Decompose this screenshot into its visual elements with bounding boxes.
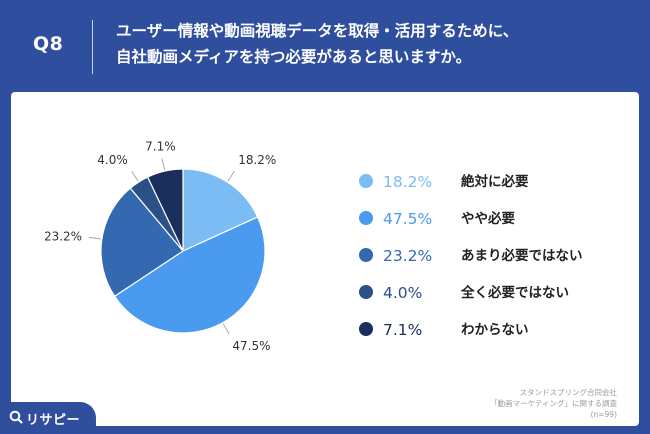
legend-percent-2: 47.5% (383, 210, 432, 228)
question-line-2: 自社動画メディアを持つ必要があると思いますか。 (116, 48, 472, 66)
legend-dot-5 (359, 322, 373, 336)
leader-line-5 (161, 158, 166, 171)
legend-category-4: 全く必要ではない (460, 284, 569, 301)
slice-label-2: 47.5% (232, 339, 270, 353)
slice-label-3: 23.2% (44, 229, 82, 243)
slice-label-5: 7.1% (145, 140, 176, 154)
question-header: Q8 ユーザー情報や動画視聴データを取得・活用するために、 自社動画メディアを持… (0, 0, 650, 92)
chart-card: 18.2% 47.5% 23.2% 4.0% 7.1% 18.2% 絶対に必要 47.5% やや… (11, 92, 639, 426)
header-divider (92, 20, 93, 74)
leader-line-3 (88, 236, 101, 240)
leader-line-2 (222, 323, 230, 335)
slice-label-1: 18.2% (238, 153, 276, 167)
source-survey: 「動画マーケティング」に関する調査 (490, 399, 617, 408)
question-line-1: ユーザー情報や動画視聴データを取得・活用するために、 (116, 22, 519, 40)
legend-category-3: あまり必要ではない (461, 247, 583, 264)
pie-slice-1 (182, 168, 259, 252)
source-sample-size: (n=99) (590, 410, 617, 419)
source-company: スタンドスプリング合同会社 (519, 388, 618, 397)
logo-text: リサピー (26, 413, 81, 428)
legend-category-5: わからない (461, 322, 529, 338)
leader-line-4 (131, 170, 139, 182)
question-number: Q8 (33, 33, 64, 55)
slice-label-4: 4.0% (97, 153, 128, 167)
legend-dot-4 (359, 285, 373, 299)
pie-slice-2 (113, 216, 266, 334)
legend-dot-1 (359, 174, 373, 188)
question-text: ユーザー情報や動画視聴データを取得・活用するために、 自社動画メディアを持つ必要… (116, 18, 636, 70)
legend-category-2: やや必要 (461, 210, 515, 227)
risapy-logo: リサピー (0, 402, 96, 434)
source-note: スタンドスプリング合同会社 「動画マーケティング」に関する調査 (n=99) (490, 387, 617, 420)
search-q-icon (9, 410, 23, 424)
pie-slice-5 (146, 168, 184, 252)
legend-percent-4: 4.0% (383, 284, 422, 302)
legend-percent-3: 23.2% (383, 247, 432, 265)
legend-percent-1: 18.2% (383, 173, 432, 191)
legend-dot-2 (359, 211, 373, 225)
legend-category-1: 絶対に必要 (461, 173, 529, 190)
legend-dot-3 (359, 248, 373, 262)
pie-chart: 18.2% 47.5% 23.2% 4.0% 7.1% 18.2% 絶対に必要 47.5% やや… (44, 140, 583, 354)
legend-percent-5: 7.1% (383, 321, 422, 339)
pie-slice-3 (100, 187, 184, 298)
leader-line-1 (227, 170, 235, 182)
